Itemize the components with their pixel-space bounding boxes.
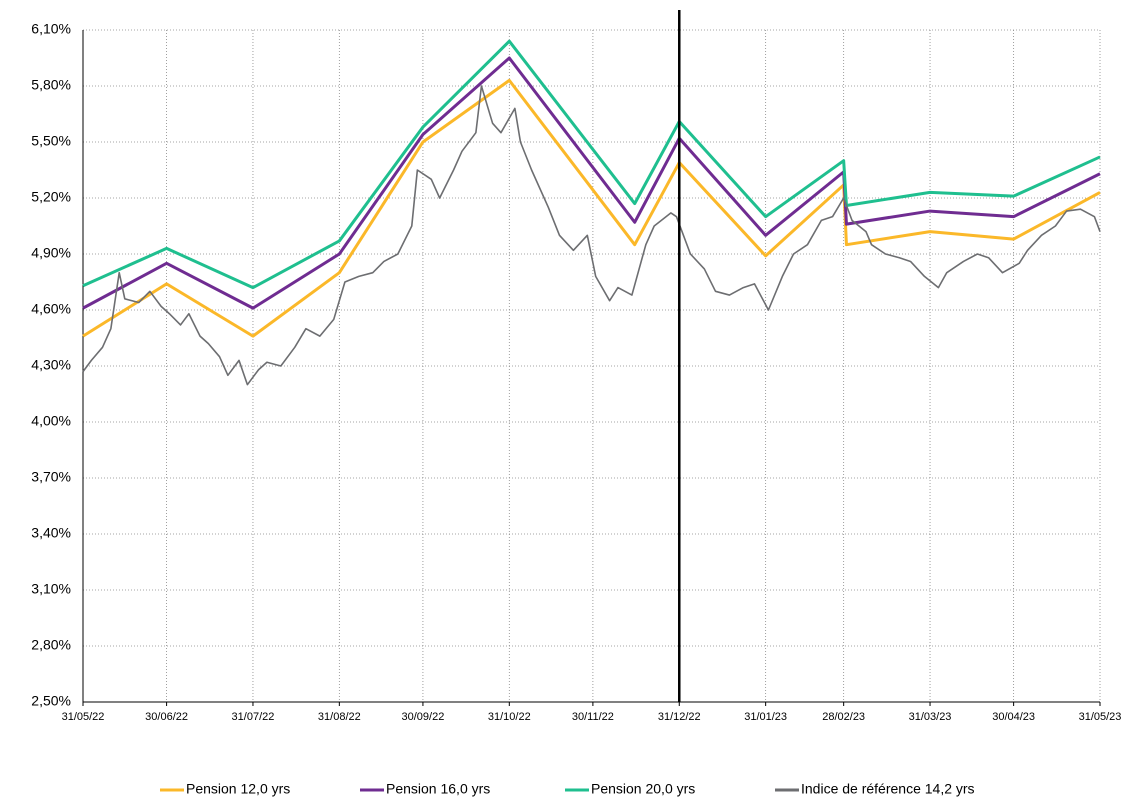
y-tick-label: 5,80% — [31, 77, 71, 93]
legend-label: Pension 12,0 yrs — [186, 781, 290, 797]
x-tick-label: 31/07/22 — [232, 711, 275, 723]
x-tick-label: 31/01/23 — [744, 711, 787, 723]
y-tick-label: 3,40% — [31, 525, 71, 541]
y-tick-label: 5,50% — [31, 133, 71, 149]
legend-label: Pension 16,0 yrs — [386, 781, 490, 797]
x-tick-label: 30/06/22 — [145, 711, 188, 723]
y-tick-label: 4,90% — [31, 245, 71, 261]
legend-label: Indice de référence 14,2 yrs — [801, 781, 975, 797]
y-tick-label: 4,30% — [31, 357, 71, 373]
x-tick-label: 31/12/22 — [658, 711, 701, 723]
x-tick-label: 30/11/22 — [572, 711, 614, 723]
series-line — [82, 39, 1101, 290]
series-line — [82, 85, 1101, 386]
x-tick-label: 30/09/22 — [402, 711, 445, 723]
legend-label: Pension 20,0 yrs — [591, 781, 695, 797]
y-tick-label: 3,70% — [31, 469, 71, 485]
x-tick-label: 31/05/23 — [1079, 711, 1122, 723]
y-tick-label: 4,60% — [31, 301, 71, 317]
y-tick-label: 2,80% — [31, 637, 71, 653]
series-line — [82, 78, 1101, 338]
x-tick-label: 30/04/23 — [992, 711, 1035, 723]
series-line — [82, 56, 1101, 310]
x-tick-label: 28/02/23 — [822, 711, 865, 723]
y-tick-label: 6,10% — [31, 21, 71, 37]
x-tick-label: 31/08/22 — [318, 711, 361, 723]
x-tick-label: 31/03/23 — [909, 711, 952, 723]
y-tick-label: 2,50% — [31, 693, 71, 709]
y-tick-label: 3,10% — [31, 581, 71, 597]
y-tick-label: 5,20% — [31, 189, 71, 205]
x-tick-label: 31/05/22 — [62, 711, 105, 723]
x-tick-label: 31/10/22 — [488, 711, 531, 723]
y-tick-label: 4,00% — [31, 413, 71, 429]
